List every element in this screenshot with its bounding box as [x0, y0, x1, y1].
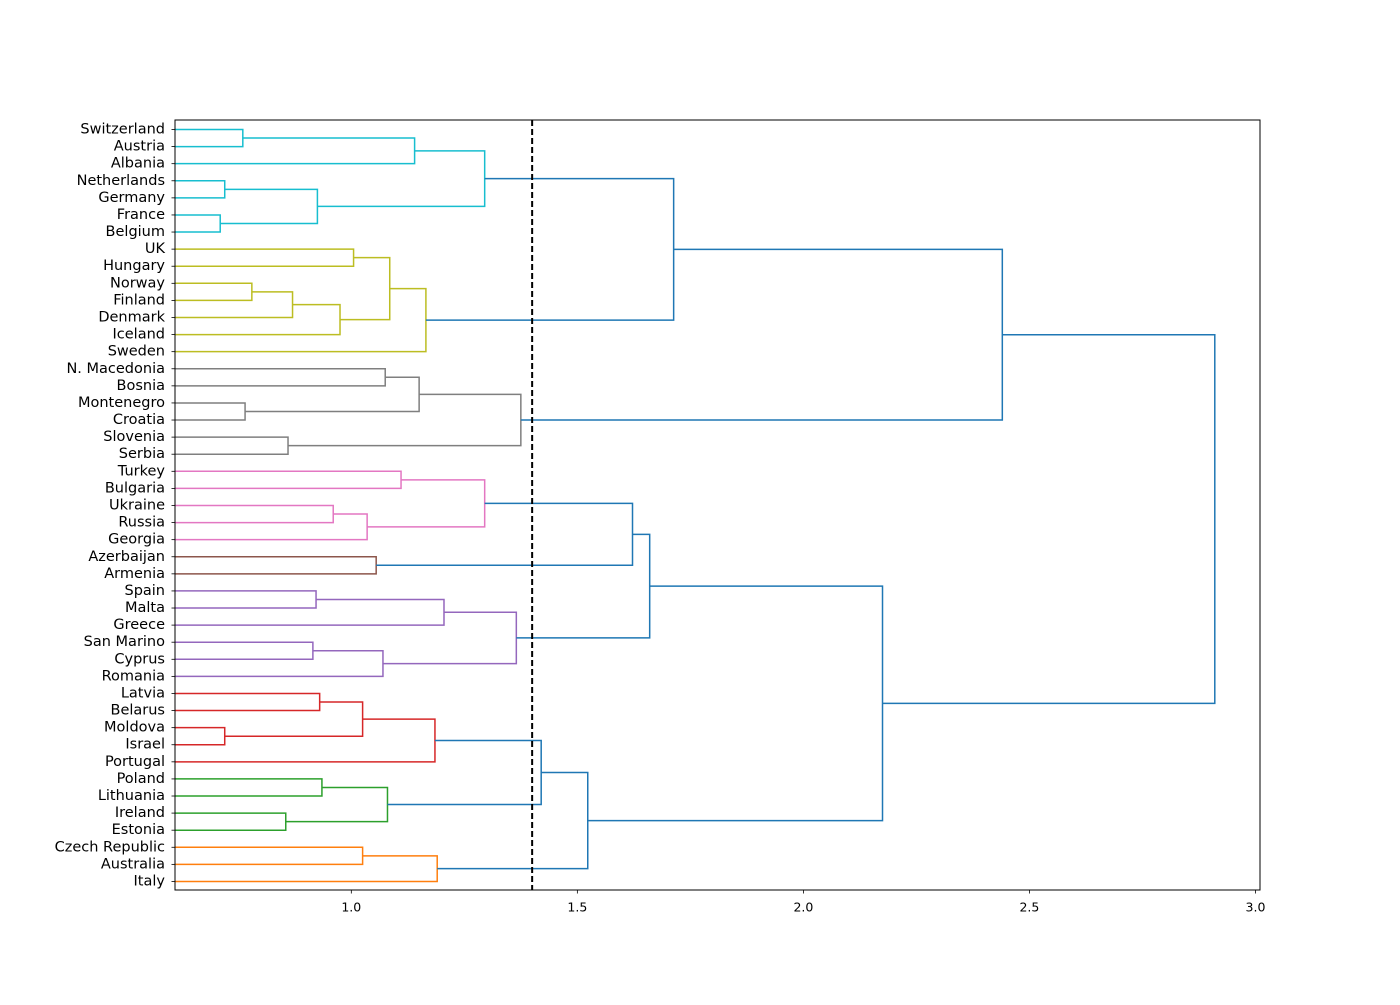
- leaf-label-iceland: Iceland: [113, 327, 165, 343]
- x-tick-label-3: 2.5: [1019, 900, 1039, 915]
- leaf-label-russia: Russia: [118, 515, 165, 531]
- branch-n18: [288, 393, 522, 447]
- leaf-label-armenia: Armenia: [104, 566, 165, 582]
- leaf-label-france: France: [117, 207, 165, 223]
- leaf-label-finland: Finland: [113, 292, 165, 308]
- branch-n12: [175, 287, 427, 353]
- leaf-label-bulgaria: Bulgaria: [105, 480, 165, 496]
- branch-n44: [882, 333, 1216, 705]
- branch-n7: [175, 248, 355, 267]
- branch-n36: [175, 778, 323, 797]
- x-tick-label-1: 1.5: [567, 900, 587, 915]
- leaf-label-hungary: Hungary: [103, 258, 165, 274]
- leaf-label-uk: UK: [145, 241, 166, 257]
- leaf-label-ireland: Ireland: [115, 805, 165, 821]
- branch-n33: [175, 726, 226, 746]
- branch-n6: [317, 150, 486, 208]
- branch-n39: [387, 739, 542, 806]
- leaf-label-israel: Israel: [125, 737, 165, 753]
- leaf-label-romania: Romania: [102, 668, 165, 684]
- branch-n4: [175, 214, 221, 233]
- branch-n16: [245, 376, 420, 413]
- leaf-label-azerbaijan: Azerbaijan: [88, 549, 165, 565]
- leaf-label-italy: Italy: [134, 873, 166, 889]
- branch-n41: [175, 855, 438, 883]
- leaf-label-austria: Austria: [114, 139, 165, 155]
- leaf-label-greece: Greece: [113, 617, 165, 633]
- plot-frame: [174, 119, 1261, 891]
- leaf-label-lithuania: Lithuania: [98, 788, 165, 804]
- branch-n13: [425, 177, 675, 321]
- leaf-label-latvia: Latvia: [121, 685, 165, 701]
- leaf-label-malta: Malta: [125, 600, 165, 616]
- leaf-label-estonia: Estonia: [112, 822, 165, 838]
- leaf-label-n-macedonia: N. Macedonia: [66, 361, 165, 377]
- branch-n35: [175, 718, 436, 763]
- leaf-label-bosnia: Bosnia: [117, 378, 165, 394]
- branch-n21: [175, 504, 334, 524]
- branch-n40: [175, 846, 364, 866]
- leaf-label-denmark: Denmark: [98, 309, 165, 325]
- x-tick-label-0: 1.0: [341, 900, 361, 915]
- leaf-label-croatia: Croatia: [113, 412, 165, 428]
- branch-n2: [175, 137, 416, 165]
- branch-n28: [175, 641, 314, 661]
- leaf-label-ukraine: Ukraine: [109, 497, 165, 513]
- branch-n10: [175, 303, 341, 336]
- branch-n27: [175, 598, 445, 626]
- leaf-label-spain: Spain: [124, 583, 165, 599]
- leaf-label-sweden: Sweden: [108, 344, 165, 360]
- branch-n22: [175, 513, 368, 541]
- leaf-label-georgia: Georgia: [108, 532, 165, 548]
- branch-n14: [175, 368, 386, 387]
- leaf-label-poland: Poland: [117, 771, 165, 787]
- branch-n38: [285, 786, 389, 823]
- leaf-label-netherlands: Netherlands: [77, 173, 165, 189]
- branch-n20: [175, 470, 402, 490]
- leaf-label-belgium: Belgium: [106, 224, 165, 240]
- leaf-label-switzerland: Switzerland: [80, 122, 165, 138]
- leaf-label-turkey: Turkey: [117, 463, 166, 479]
- x-axis: 1.0 1.5 2.0 2.5 3.0: [341, 890, 1265, 915]
- branch-n43: [587, 585, 884, 822]
- leaf-label-serbia: Serbia: [119, 446, 165, 462]
- branch-n29: [175, 649, 384, 678]
- leaf-label-norway: Norway: [110, 275, 165, 291]
- leaf-label-san-marino: San Marino: [84, 634, 165, 650]
- leaf-label-cyprus: Cyprus: [114, 651, 165, 667]
- x-tick-label-2: 2.0: [793, 900, 813, 915]
- branch-n1: [175, 128, 244, 148]
- leaf-label-portugal: Portugal: [105, 754, 165, 770]
- branch-n9: [175, 291, 294, 319]
- branch-n15: [175, 402, 246, 421]
- leaf-label-germany: Germany: [98, 190, 165, 206]
- branch-n34: [224, 701, 364, 737]
- branch-n26: [175, 590, 317, 609]
- branch-n32: [175, 692, 321, 712]
- branch-n19: [520, 248, 1004, 421]
- branch-n23: [367, 479, 486, 528]
- leaf-label-czech-republic: Czech Republic: [55, 839, 165, 855]
- branch-n17: [175, 436, 289, 455]
- x-tick-label-4: 3.0: [1246, 900, 1266, 915]
- branch-n30: [382, 611, 518, 665]
- leaf-label-albania: Albania: [111, 156, 165, 172]
- leaf-label-moldova: Moldova: [104, 720, 165, 736]
- leaf-label-slovenia: Slovenia: [103, 429, 165, 445]
- leaf-label-australia: Australia: [101, 856, 165, 872]
- branch-n3: [175, 180, 226, 199]
- dendrogram-branches: [175, 128, 1216, 883]
- leaf-label-belarus: Belarus: [111, 703, 166, 719]
- leaf-labels: SwitzerlandAustriaAlbaniaNetherlandsGerm…: [55, 122, 175, 889]
- branch-n25: [376, 502, 634, 567]
- branch-n24: [175, 556, 377, 575]
- branch-n5: [220, 188, 319, 225]
- branch-n42: [437, 771, 589, 870]
- branch-n31: [516, 533, 651, 639]
- branch-n37: [175, 812, 287, 831]
- leaf-label-montenegro: Montenegro: [78, 395, 165, 411]
- branch-n8: [175, 282, 253, 302]
